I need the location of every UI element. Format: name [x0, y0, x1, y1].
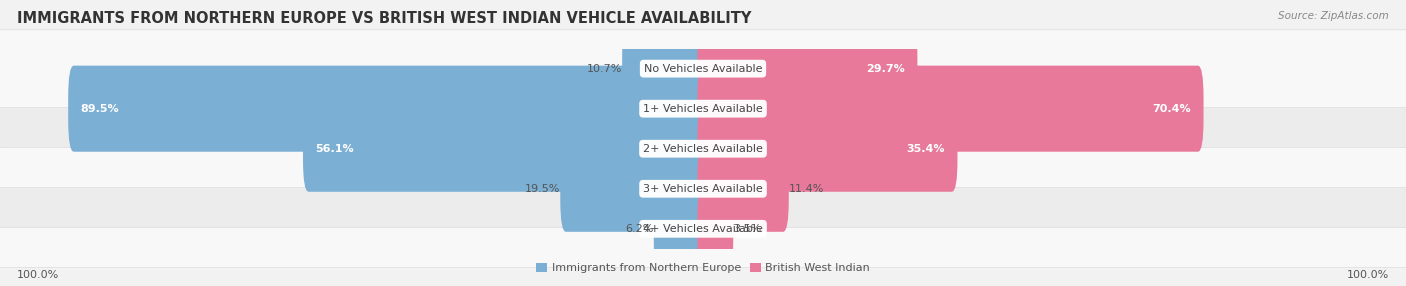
FancyBboxPatch shape: [0, 30, 1406, 108]
Legend: Immigrants from Northern Europe, British West Indian: Immigrants from Northern Europe, British…: [531, 259, 875, 278]
Text: 56.1%: 56.1%: [315, 144, 354, 154]
Text: 100.0%: 100.0%: [17, 270, 59, 280]
Text: 89.5%: 89.5%: [82, 104, 120, 114]
FancyBboxPatch shape: [0, 70, 1406, 148]
FancyBboxPatch shape: [697, 66, 1204, 152]
Text: 70.4%: 70.4%: [1153, 104, 1191, 114]
FancyBboxPatch shape: [0, 150, 1406, 228]
FancyBboxPatch shape: [697, 106, 957, 192]
Text: 10.7%: 10.7%: [586, 64, 621, 74]
FancyBboxPatch shape: [560, 146, 709, 232]
FancyBboxPatch shape: [621, 25, 709, 112]
FancyBboxPatch shape: [304, 106, 709, 192]
Text: 29.7%: 29.7%: [866, 64, 905, 74]
Text: IMMIGRANTS FROM NORTHERN EUROPE VS BRITISH WEST INDIAN VEHICLE AVAILABILITY: IMMIGRANTS FROM NORTHERN EUROPE VS BRITI…: [17, 11, 751, 26]
FancyBboxPatch shape: [0, 110, 1406, 188]
Text: 3+ Vehicles Available: 3+ Vehicles Available: [643, 184, 763, 194]
FancyBboxPatch shape: [0, 190, 1406, 268]
FancyBboxPatch shape: [697, 25, 917, 112]
Text: 3.5%: 3.5%: [734, 224, 762, 234]
FancyBboxPatch shape: [697, 146, 789, 232]
Text: 11.4%: 11.4%: [789, 184, 824, 194]
Text: 35.4%: 35.4%: [907, 144, 945, 154]
Text: 4+ Vehicles Available: 4+ Vehicles Available: [643, 224, 763, 234]
Text: Source: ZipAtlas.com: Source: ZipAtlas.com: [1278, 11, 1389, 21]
Text: 1+ Vehicles Available: 1+ Vehicles Available: [643, 104, 763, 114]
FancyBboxPatch shape: [69, 66, 709, 152]
FancyBboxPatch shape: [654, 186, 709, 272]
Text: 100.0%: 100.0%: [1347, 270, 1389, 280]
FancyBboxPatch shape: [697, 186, 734, 272]
Text: No Vehicles Available: No Vehicles Available: [644, 64, 762, 74]
Text: 6.2%: 6.2%: [626, 224, 654, 234]
Text: 2+ Vehicles Available: 2+ Vehicles Available: [643, 144, 763, 154]
Text: 19.5%: 19.5%: [524, 184, 560, 194]
